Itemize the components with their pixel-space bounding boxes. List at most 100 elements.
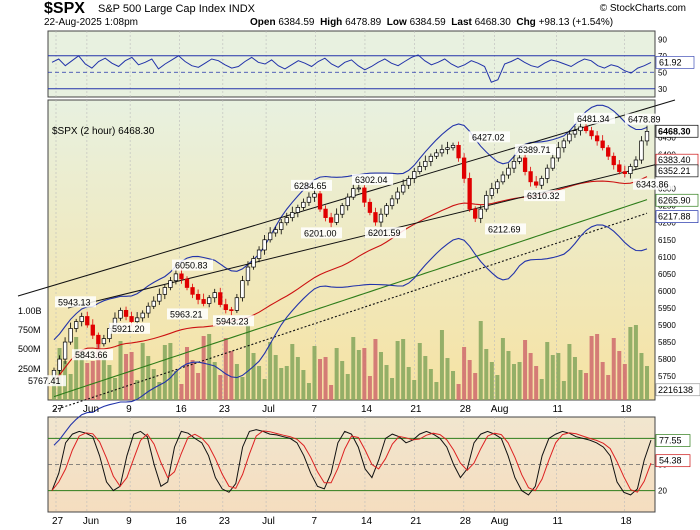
price-tick-label: 6000	[658, 287, 676, 296]
volume-bar	[600, 362, 605, 400]
volume-bar	[279, 368, 284, 400]
price-annotation: 6343.86	[636, 180, 669, 190]
candle-body	[312, 193, 317, 198]
price-annotation: 5921.20	[112, 324, 145, 334]
volume-bar	[578, 370, 583, 400]
trendline-lower	[67, 164, 656, 309]
volume-bar	[135, 380, 140, 400]
volume-bar	[234, 364, 239, 400]
annotation-box	[625, 113, 666, 125]
stoch-d-line	[51, 430, 652, 493]
candle-body	[467, 178, 472, 210]
price-annotation: 5963.21	[170, 309, 203, 319]
candle-body	[157, 293, 162, 302]
price-tick-label: 6050	[658, 270, 676, 279]
candle-body	[118, 309, 123, 319]
volume-bar	[434, 382, 439, 400]
candle-body	[273, 229, 278, 234]
volume-bar	[500, 338, 505, 400]
candle-body	[256, 249, 262, 259]
right-price-box	[655, 124, 699, 138]
open-label: Open	[250, 17, 276, 28]
candle-body	[162, 287, 167, 295]
x-tick-label: 18	[620, 404, 632, 415]
candle-body	[412, 171, 417, 179]
x-tick-label: 7	[312, 404, 318, 415]
volume-bar	[395, 341, 400, 400]
volume-bar	[74, 337, 79, 400]
candle-body	[628, 166, 633, 174]
candle-body	[218, 292, 223, 305]
candle-body	[173, 273, 179, 282]
price-annotation: 6302.04	[355, 175, 388, 185]
volume-bar	[462, 347, 467, 400]
volume-bar	[456, 384, 461, 400]
stoch-current-label: 77.55	[659, 436, 682, 446]
candle-body	[129, 316, 134, 322]
volume-bar	[550, 355, 555, 400]
index-name: S&P 500 Large Cap Index	[98, 3, 226, 15]
candle-body	[284, 217, 289, 224]
rsi-panel	[47, 30, 656, 98]
lower-band-line	[53, 224, 648, 446]
annotation-box	[109, 322, 150, 334]
volume-bar	[118, 341, 123, 400]
upper-band-line	[53, 104, 648, 341]
open-value: 6384.59	[278, 17, 315, 28]
annotation-box	[352, 173, 393, 185]
candle-body	[262, 239, 267, 251]
volume-bar	[329, 385, 334, 400]
candle-body	[428, 155, 434, 162]
exchange-label: INDX	[228, 3, 255, 15]
x-tick-label-bottom: 28	[460, 516, 472, 527]
volume-bar	[473, 373, 478, 400]
candle-body	[556, 147, 561, 159]
candle-body	[146, 305, 151, 314]
rsi-tick-label: 90	[658, 35, 667, 44]
volume-bar	[606, 375, 611, 400]
rsi-current-box	[655, 56, 695, 69]
right-price-box	[655, 193, 699, 207]
low-label: Low	[386, 17, 407, 28]
volume-bar	[185, 347, 190, 400]
right-price-box	[655, 164, 699, 178]
annotation-box	[291, 179, 332, 191]
volume-bar	[523, 340, 528, 400]
annotation-box	[167, 308, 208, 320]
right-price-label: 6217.88	[658, 212, 691, 222]
rsi-line	[51, 54, 652, 83]
price-tick-label: 5750	[658, 372, 676, 381]
candle-body	[267, 232, 273, 241]
x-tick-label: 14	[361, 404, 373, 415]
volume-bar	[539, 379, 544, 400]
volume-bar	[218, 375, 223, 400]
volume-bar	[173, 371, 178, 400]
candle-body	[545, 167, 550, 179]
last-label: Last	[451, 17, 472, 28]
annotation-box	[172, 259, 213, 271]
candle-body	[395, 191, 400, 200]
rsi-tick-label: 50	[658, 68, 667, 77]
candle-body	[85, 316, 90, 326]
volume-tick-label: 250M	[18, 364, 41, 374]
candle-body	[251, 258, 256, 268]
chart-symbol: $SPX	[44, 0, 85, 17]
volume-bar	[68, 374, 73, 400]
volume-bar	[223, 338, 228, 400]
candle-body	[644, 131, 650, 142]
candle-body	[362, 187, 367, 203]
candle-body	[195, 293, 201, 300]
volume-bar	[212, 362, 217, 400]
volume-bar	[417, 343, 422, 400]
volume-tick-label: 750M	[18, 325, 41, 335]
volume-bar	[146, 356, 151, 400]
ohlc-readout: Open 6384.59 High 6478.89 Low 6384.59 La…	[250, 17, 613, 28]
x-tick-label: 9	[126, 404, 132, 415]
candle-body	[323, 208, 328, 218]
volume-bar	[96, 339, 101, 400]
volume-bar	[268, 342, 273, 400]
candle-body	[134, 317, 140, 322]
brand-label: © StockCharts.com	[599, 3, 686, 14]
rsi-tick-label: 30	[658, 85, 667, 94]
annotation-box	[485, 223, 526, 235]
